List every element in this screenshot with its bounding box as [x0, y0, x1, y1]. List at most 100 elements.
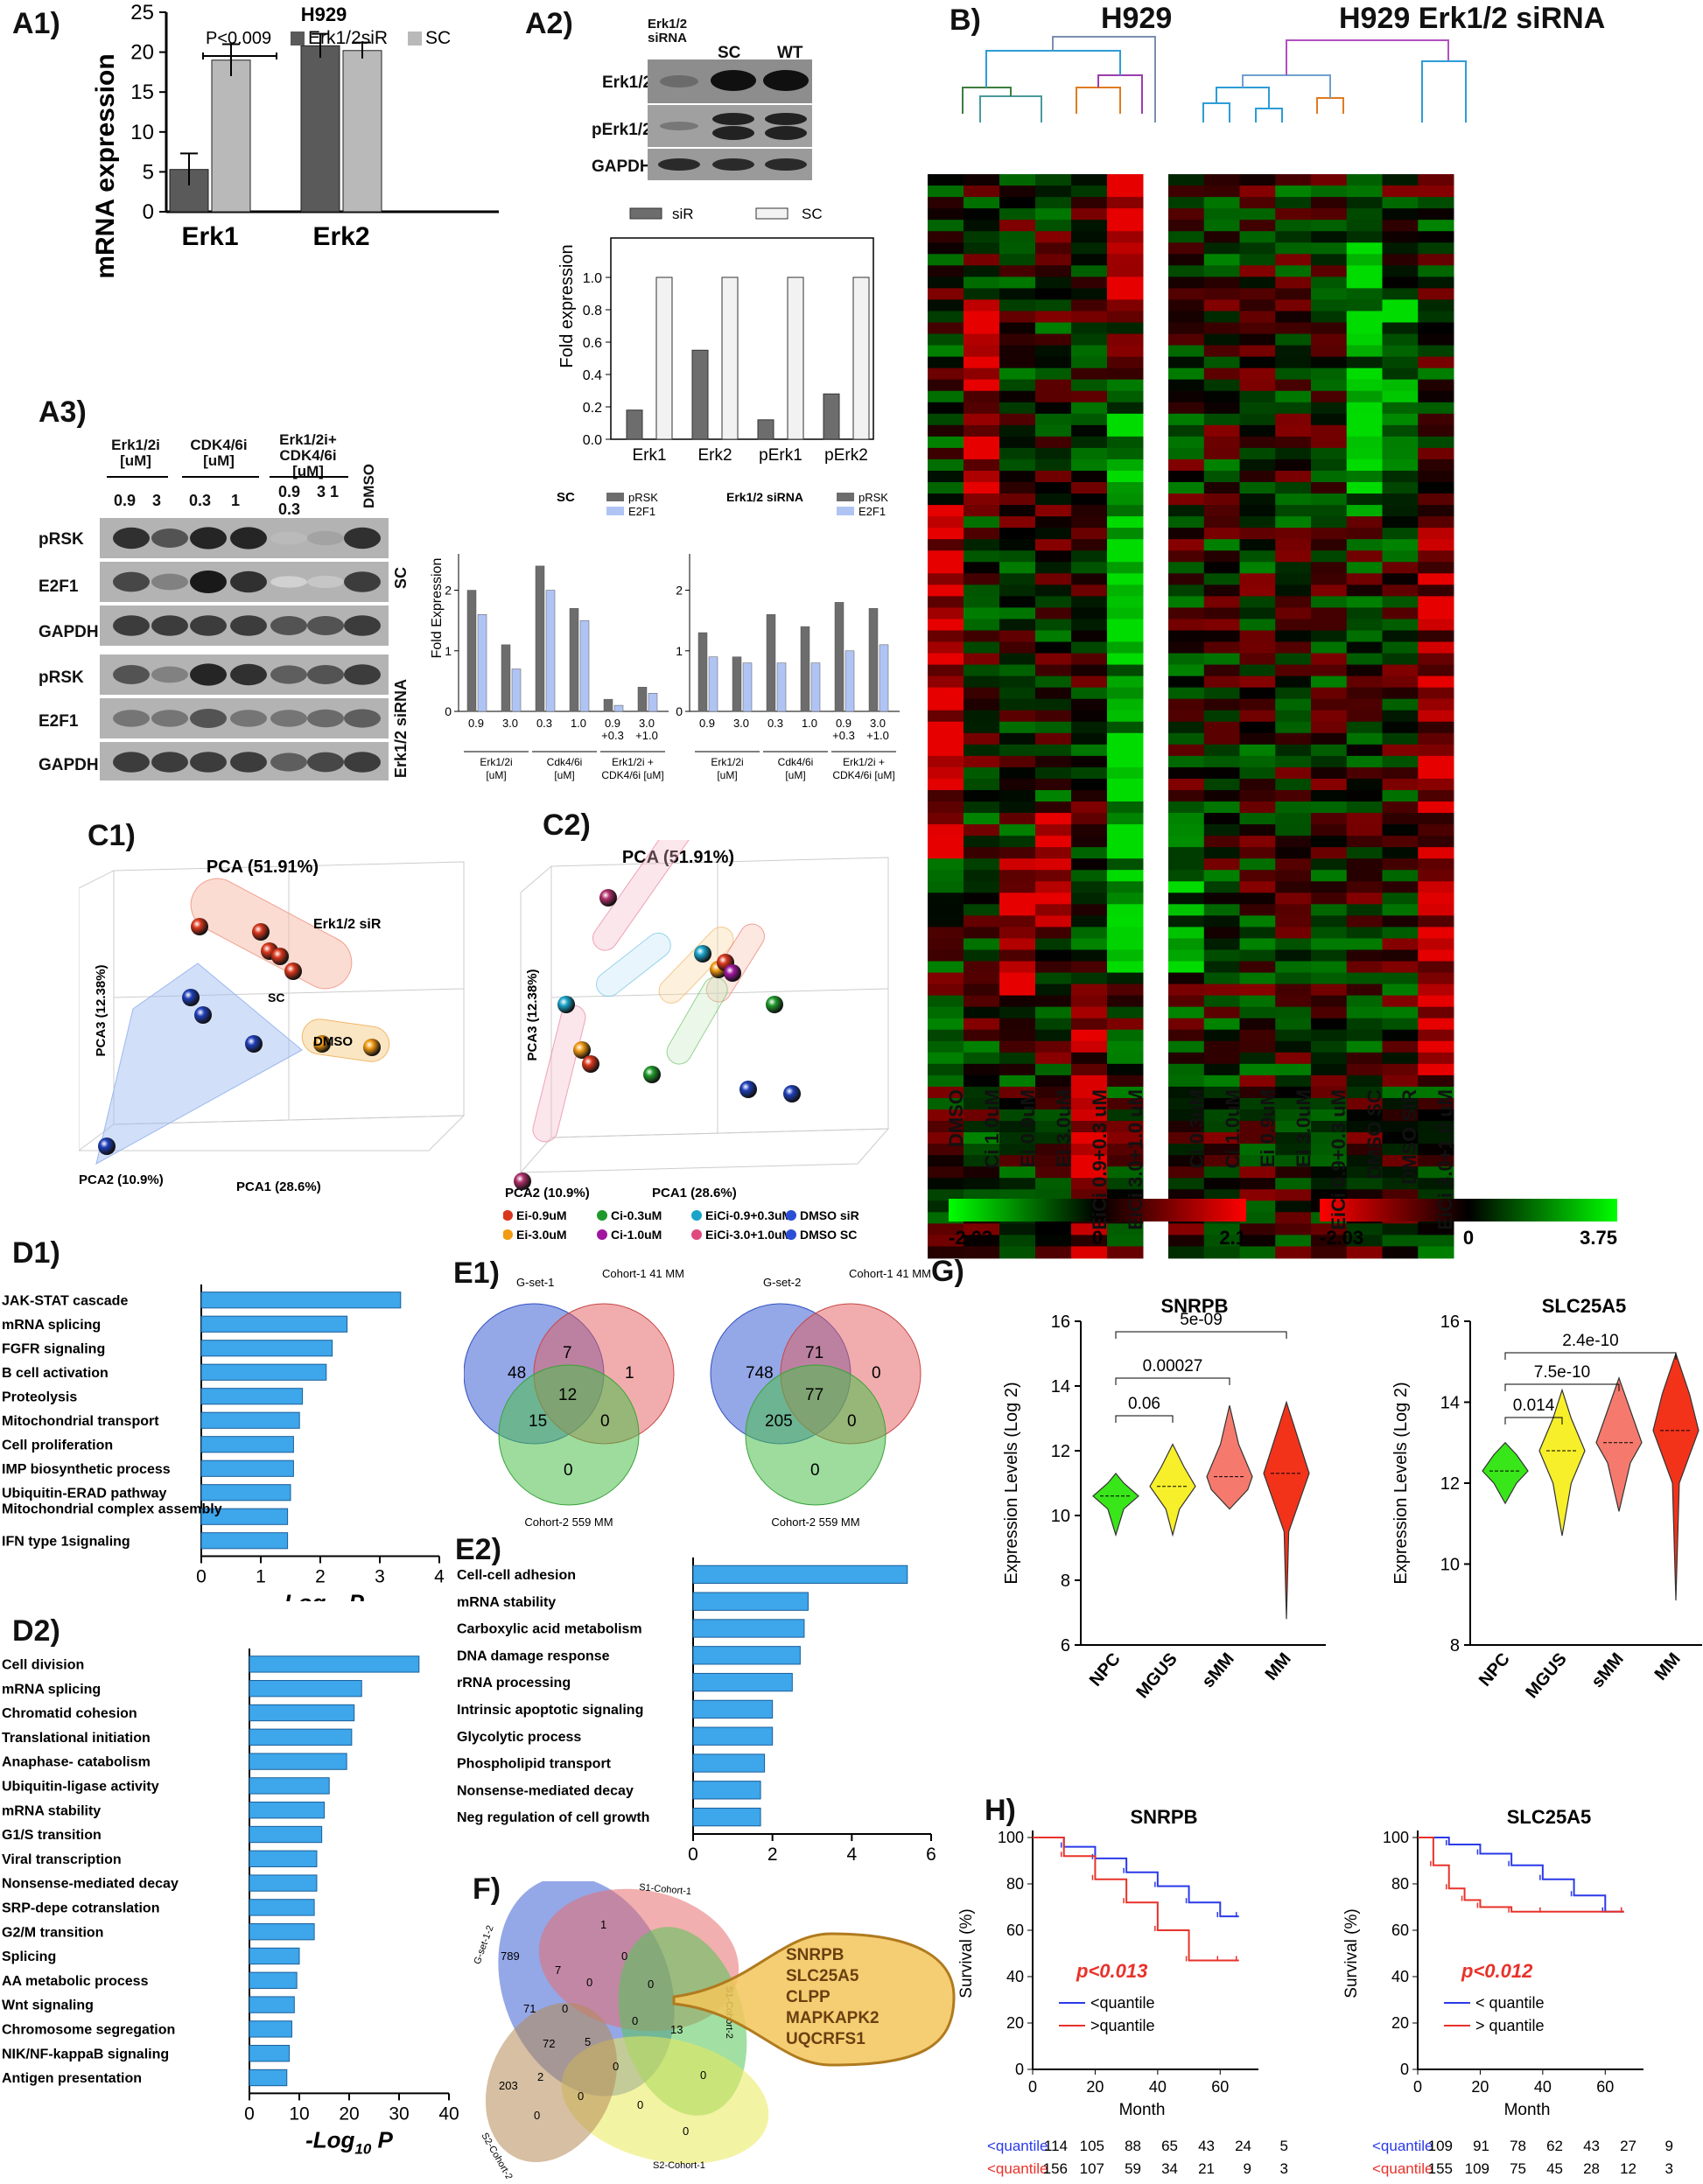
panel-label-a3: A3) [39, 396, 87, 429]
b-heatmap-cell [999, 1074, 1036, 1088]
d1-bar [200, 1508, 289, 1525]
b-heatmap-cell [1418, 379, 1454, 392]
f-gene-1: SNRPB [786, 1946, 844, 1964]
b-heatmap-cell [1239, 836, 1276, 849]
a3-blot-band [230, 615, 267, 636]
b-heatmap-cell [928, 949, 964, 962]
b-heatmap-cell [1382, 1189, 1419, 1202]
b-heatmap-cell [1168, 972, 1205, 985]
d2-bar [249, 1923, 315, 1941]
f-set-5 [485, 2002, 618, 2163]
b-heatmap-cell [1035, 1040, 1072, 1054]
a2-ytick-label: 1.0 [583, 271, 602, 286]
h-risk-count: 109 [1428, 2138, 1453, 2154]
e2-bar [692, 1619, 805, 1638]
b-heatmap-cell [928, 870, 964, 883]
b-heatmap-cell [1035, 458, 1072, 472]
b-heatmap-cell [1035, 174, 1072, 187]
b-heatmap-cell [928, 197, 964, 210]
b-heatmap-cell [1382, 653, 1419, 666]
b-heatmap-cell [1275, 231, 1312, 244]
b-heatmap-cell [1071, 858, 1108, 872]
a3-group-label: Cdk4/6i [547, 756, 583, 768]
b-heatmap-cell [1418, 1040, 1454, 1054]
h-risk-count: 88 [1125, 2138, 1141, 2154]
b-heatmap-cell [1382, 732, 1419, 746]
b-heatmap-cell [964, 288, 1000, 301]
h-survival-curve [1033, 1837, 1239, 1962]
e2-category-label: DNA damage response [457, 1648, 610, 1663]
b-heatmap-cell [999, 562, 1036, 575]
b-heatmap-cell [928, 687, 964, 700]
b-heatmap-cell [1107, 744, 1144, 757]
b-heatmap-cell [1418, 1086, 1454, 1099]
b-heatmap-cell [1418, 961, 1454, 974]
b-heatmap-cell [1203, 1029, 1240, 1042]
b-heatmap-cell [1275, 1166, 1312, 1180]
b-heatmap-cell [1418, 1155, 1454, 1168]
b-heatmap-cell [1071, 915, 1108, 928]
d2-bar [249, 1753, 347, 1770]
d1-xlabel: -Log10 P [277, 1590, 364, 1602]
a3-bar [579, 620, 590, 712]
b-dendro-branch [979, 95, 1042, 122]
b-heatmap-cell [1346, 322, 1383, 335]
b-heatmap-cell [1382, 915, 1419, 928]
b-heatmap-cell [999, 755, 1036, 768]
b-heatmap-cell [1168, 1086, 1205, 1099]
b-heatmap-cell [1418, 1063, 1454, 1076]
h-xlabel: Month [1504, 2101, 1551, 2119]
b-heatmap-cell [1203, 265, 1240, 278]
c2-sample-point [724, 964, 741, 982]
b-heatmap-cell [1275, 915, 1312, 928]
b-heatmap-cell [1311, 447, 1348, 460]
c2-legend-label: Ei-0.9uM [516, 1208, 567, 1222]
b-heatmap-cell [1035, 494, 1072, 507]
b-heatmap-cell [1107, 802, 1144, 815]
f-n-6: 72 [543, 2037, 555, 2050]
b-heatmap-cell [1035, 1006, 1072, 1019]
c1-pca2: PCA2 (10.9%) [79, 1172, 164, 1187]
b-heatmap-cell [1346, 333, 1383, 346]
b-heatmap-cell [1203, 1144, 1240, 1157]
b-heatmap-cell [1346, 220, 1383, 233]
b-heatmap-cell [1346, 858, 1383, 872]
a3-blot-band [113, 710, 150, 727]
b-heatmap-cell [964, 186, 1000, 199]
b-heatmap-cell [1168, 1166, 1205, 1180]
b-heatmap-cell [1275, 1178, 1312, 1191]
b-heatmap-cell [1035, 436, 1072, 449]
b-heatmap-cell [999, 1006, 1036, 1019]
b-heatmap-cell [1107, 641, 1144, 654]
g-ylabel: Expression Levels (Log 2) [1002, 1382, 1021, 1584]
b-heatmap-cell [1275, 276, 1312, 290]
h-xtick-label: 0 [1028, 2078, 1037, 2096]
b-heatmap-cell [1239, 995, 1276, 1008]
b-heatmap-cell [1311, 1144, 1348, 1157]
b-heatmap-cell [1168, 961, 1205, 974]
b-heatmap-cell [964, 528, 1000, 541]
a3-group-label: [uM] [554, 769, 574, 781]
e1-v2-label-b: Cohort-1 41 MM [849, 1269, 931, 1280]
b-heatmap-cell [1071, 1109, 1108, 1122]
c1-sample-point [191, 918, 208, 935]
b-heatmap-cell [1311, 231, 1348, 244]
b-heatmap-cell [1071, 494, 1108, 507]
b-heatmap-cell [1382, 619, 1419, 632]
a3-blot-band [344, 709, 381, 728]
b-heatmap-cell [1239, 197, 1276, 210]
b-heatmap-cell [1311, 687, 1348, 700]
d2-bar [249, 1874, 318, 1892]
b-heatmap-cell [1382, 789, 1419, 802]
f-n-11: 0 [632, 2014, 638, 2027]
b-heatmap-cell [1071, 584, 1108, 598]
b-heatmap-cell [1168, 368, 1205, 381]
b-heatmap-cell [928, 390, 964, 403]
f-n-12: 0 [648, 1978, 654, 1991]
b-heatmap-cell [1035, 778, 1072, 791]
b-heatmap-cell [1382, 687, 1419, 700]
b-heatmap-cell [1275, 424, 1312, 438]
b-heatmap-cell [1311, 676, 1348, 689]
b-heatmap-cell [1239, 299, 1276, 312]
panel-label-d2: D2) [12, 1614, 60, 1648]
